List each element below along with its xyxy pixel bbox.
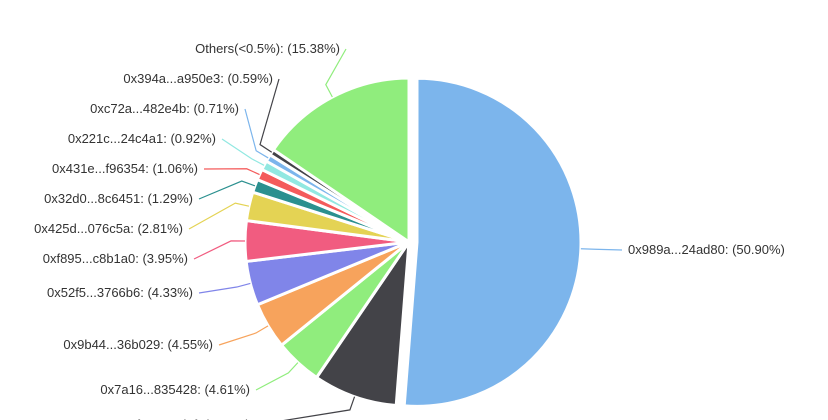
leader-line [198, 180, 256, 200]
leader-line [283, 396, 356, 420]
slice-label: 0x32d0...8c6451: (1.29%) [44, 191, 193, 206]
leader-line [193, 240, 246, 260]
leader-lines [188, 48, 623, 420]
pie-slices [243, 76, 583, 408]
leader-line [255, 362, 299, 391]
leader-line [218, 325, 269, 346]
slice-label: 0x394a...a950e3: (0.59%) [123, 71, 273, 86]
pie-slice[interactable] [271, 76, 411, 244]
pie-slice[interactable] [315, 240, 411, 407]
leader-line [203, 168, 260, 176]
slice-label: 0x425d...076c5a: (2.81%) [34, 221, 183, 236]
slice-label: 0xc72a...482e4b: (0.71%) [90, 101, 239, 116]
leader-line [259, 78, 280, 153]
leader-line [580, 248, 623, 251]
slice-label: 0xf895...c8b1a0: (3.95%) [43, 251, 188, 266]
leader-line [325, 48, 347, 98]
slice-labels: 0x989a...24ad80: (50.90%) 0x8afc...e28d5f… [34, 41, 785, 420]
slice-label: 0x989a...24ad80: (50.90%) [628, 242, 785, 257]
slice-label: 0x52f5...3766b6: (4.33%) [47, 285, 193, 300]
slice-label: 0x9b44...36b029: (4.55%) [63, 337, 213, 352]
slice-label: 0x431e...f96354: (1.06%) [52, 161, 198, 176]
leader-line [244, 108, 269, 159]
leader-line [198, 282, 251, 294]
slice-label: Others(<0.5%): (15.38%) [195, 41, 340, 56]
slice-label: 0x8afc...e28d5f: (8.23%) [108, 417, 250, 420]
leader-line [221, 138, 265, 166]
slice-label: 0x221c...24c4a1: (0.92%) [68, 131, 216, 146]
slice-label: 0x7a16...835428: (4.61%) [100, 382, 250, 397]
pie-slice[interactable] [402, 76, 583, 408]
leader-line [188, 202, 250, 230]
